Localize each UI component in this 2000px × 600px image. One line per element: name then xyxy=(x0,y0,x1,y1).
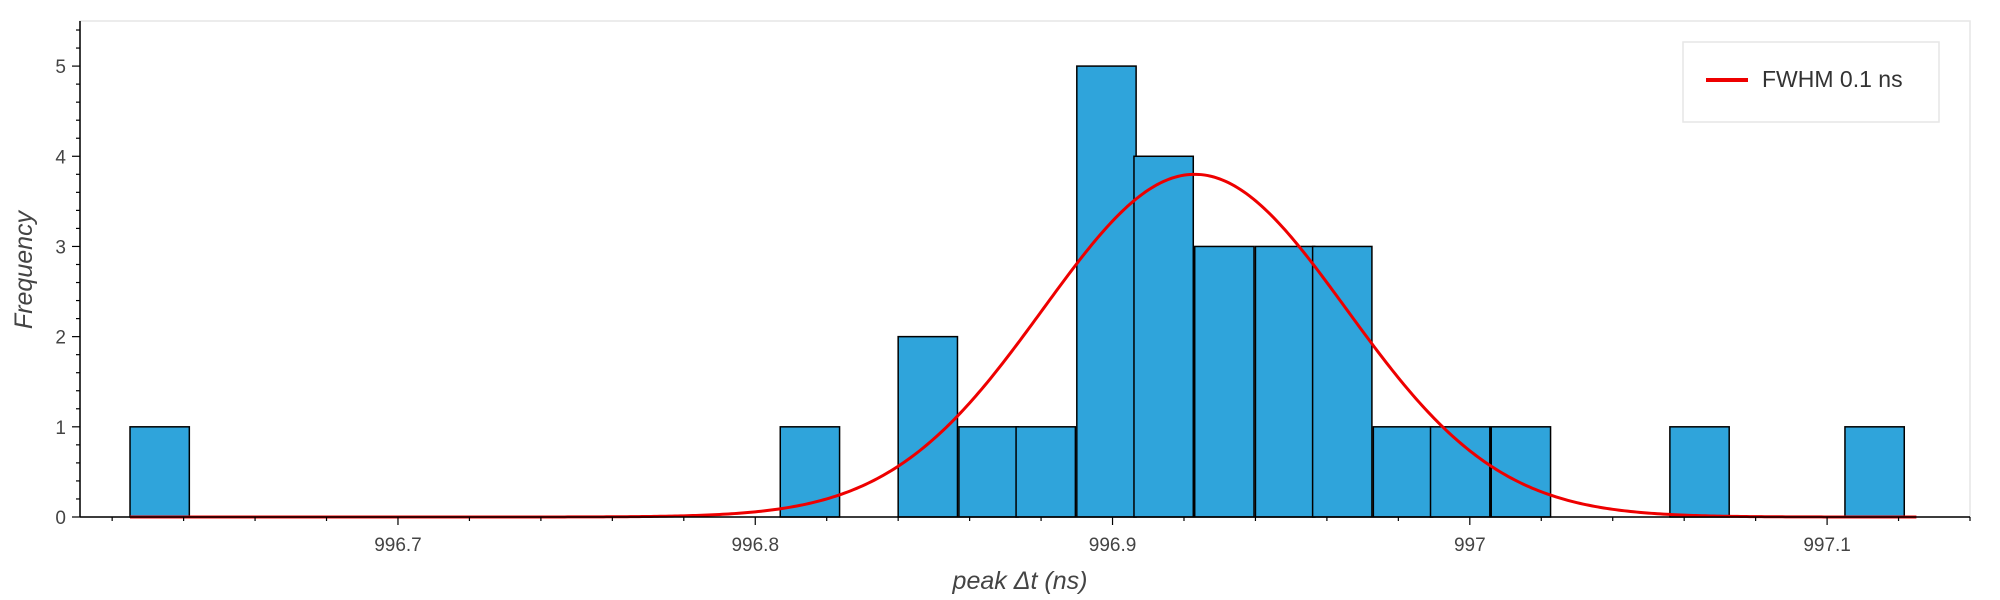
y-tick-label: 0 xyxy=(55,508,66,529)
x-tick-label: 997 xyxy=(1454,535,1486,556)
histogram-bar xyxy=(1669,426,1730,518)
histogram-bar xyxy=(958,426,1019,518)
y-axis-title: Frequency xyxy=(10,209,38,329)
histogram-bar xyxy=(1193,245,1255,518)
x-tick-label: 996.8 xyxy=(731,535,779,556)
histogram-bar xyxy=(1133,155,1195,518)
histogram-bar xyxy=(1254,245,1316,518)
histogram-bar xyxy=(1429,426,1491,518)
histogram-bar xyxy=(1015,426,1077,518)
histogram-bar xyxy=(1372,426,1434,518)
histogram-bar xyxy=(1844,426,1906,518)
x-axis-title: peak Δt (ns) xyxy=(952,567,1088,595)
x-tick-label: 996.7 xyxy=(374,535,422,556)
x-tick-label: 997.1 xyxy=(1803,535,1851,556)
histogram-bar xyxy=(1076,65,1137,518)
legend: FWHM 0.1 ns xyxy=(1682,41,1940,123)
axes-layer: 0 1 2 3 4 5 996.7 996.8 996.9 997 997.1 xyxy=(55,21,1971,556)
x-tick-label: 996.9 xyxy=(1089,535,1137,556)
histogram-bar xyxy=(1490,426,1552,518)
y-tick-label: 2 xyxy=(55,328,66,349)
y-tick-label: 5 xyxy=(55,57,66,78)
histogram-bar xyxy=(1311,245,1373,518)
y-tick-label: 1 xyxy=(55,418,66,439)
y-tick-label: 3 xyxy=(55,237,66,258)
bars-layer xyxy=(129,65,1906,518)
y-tick-label: 4 xyxy=(55,147,66,168)
legend-label: FWHM 0.1 ns xyxy=(1762,66,1903,92)
histogram-bar xyxy=(129,426,191,518)
